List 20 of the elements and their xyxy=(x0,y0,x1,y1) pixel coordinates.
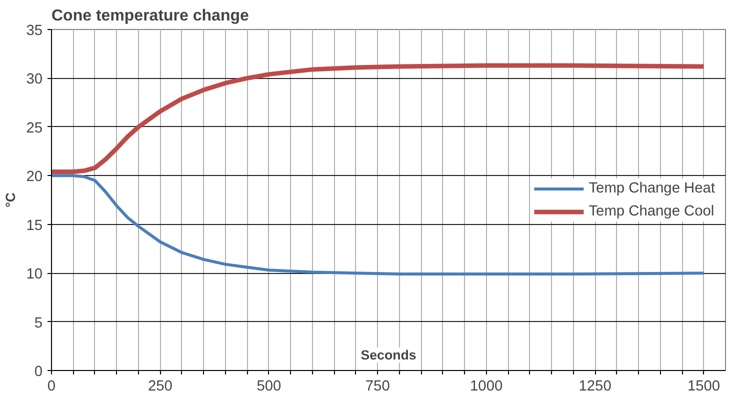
x-tick-label: 250 xyxy=(148,378,172,394)
x-tick-label: 1000 xyxy=(470,378,503,394)
y-tick-label: 15 xyxy=(26,218,43,234)
x-tick-label: 1250 xyxy=(578,378,612,394)
chart-title: Cone temperature change xyxy=(52,8,249,24)
y-axis-title: °C xyxy=(3,192,18,208)
legend-label: Temp Change Heat xyxy=(588,180,715,196)
y-tick-label: 10 xyxy=(26,266,43,283)
x-tick-label: 1500 xyxy=(687,378,720,394)
x-axis-title: Seconds xyxy=(360,348,416,362)
y-tick-label: 20 xyxy=(26,169,43,186)
y-tick-label: 25 xyxy=(26,120,43,136)
y-tick-label: 5 xyxy=(34,315,43,332)
y-tick-label: 35 xyxy=(26,23,43,39)
x-tick-label: 0 xyxy=(47,378,56,394)
x-tick-label: 500 xyxy=(256,378,282,394)
y-tick-label: 0 xyxy=(34,364,43,380)
y-tick-label: 30 xyxy=(26,72,43,88)
legend-label: Temp Change Cool xyxy=(588,203,714,219)
x-tick-label: 750 xyxy=(365,378,390,394)
